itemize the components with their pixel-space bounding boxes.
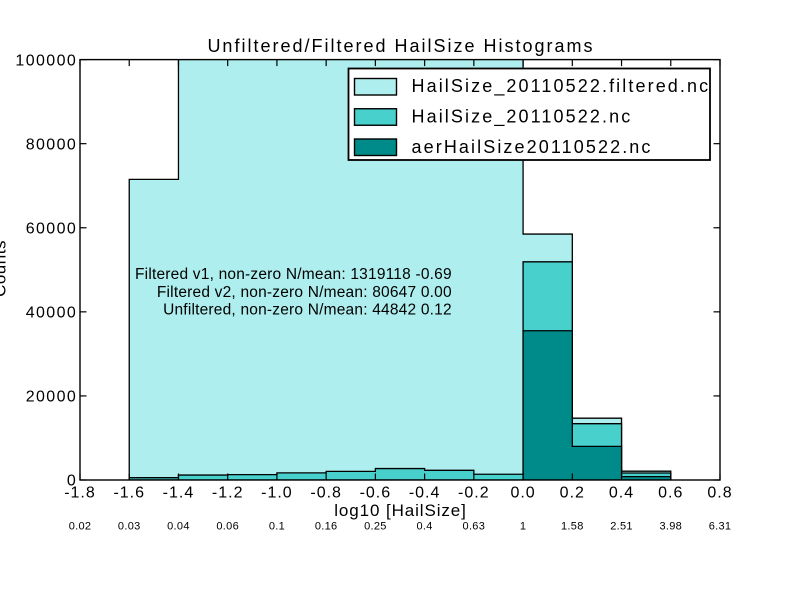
svg-text:0: 0 xyxy=(67,473,77,490)
svg-text:1: 1 xyxy=(520,521,526,533)
svg-text:-0.2: -0.2 xyxy=(458,485,490,502)
svg-text:aerHailSize20110522.nc: aerHailSize20110522.nc xyxy=(412,137,653,157)
svg-text:-1.4: -1.4 xyxy=(163,485,195,502)
svg-text:0.4: 0.4 xyxy=(609,485,634,502)
svg-text:0.16: 0.16 xyxy=(315,521,338,533)
svg-text:Unfiltered/Filtered HailSize H: Unfiltered/Filtered HailSize Histograms xyxy=(207,36,594,56)
svg-text:-0.6: -0.6 xyxy=(360,485,392,502)
svg-text:-1.8: -1.8 xyxy=(64,485,96,502)
svg-text:0.2: 0.2 xyxy=(560,485,585,502)
svg-text:0.0: 0.0 xyxy=(510,485,535,502)
svg-text:Filtered v2, non-zero N/mean:: Filtered v2, non-zero N/mean: 80647 0.00 xyxy=(157,284,452,301)
svg-text:0.04: 0.04 xyxy=(167,521,190,533)
svg-text:0.25: 0.25 xyxy=(364,521,387,533)
svg-text:HailSize_20110522.filtered.nc: HailSize_20110522.filtered.nc xyxy=(412,76,711,97)
svg-text:40000: 40000 xyxy=(26,304,78,321)
svg-text:0.03: 0.03 xyxy=(118,521,141,533)
svg-text:6.31: 6.31 xyxy=(709,521,732,533)
svg-text:Filtered v1, non-zero N/mean:: Filtered v1, non-zero N/mean: 1319118 -0… xyxy=(135,266,452,283)
svg-text:80000: 80000 xyxy=(26,136,78,153)
svg-text:Unfiltered, non-zero N/mean: 4: Unfiltered, non-zero N/mean: 44842 0.12 xyxy=(163,302,452,319)
svg-text:0.02: 0.02 xyxy=(69,521,92,533)
svg-text:3.98: 3.98 xyxy=(659,521,682,533)
svg-text:0.8: 0.8 xyxy=(707,485,732,502)
svg-text:0.6: 0.6 xyxy=(658,485,683,502)
svg-text:-1.0: -1.0 xyxy=(261,485,293,502)
svg-text:100000: 100000 xyxy=(15,53,77,70)
svg-text:0.4: 0.4 xyxy=(417,521,433,533)
svg-text:-1.2: -1.2 xyxy=(212,485,244,502)
svg-text:HailSize_20110522.nc: HailSize_20110522.nc xyxy=(412,106,633,127)
svg-text:-0.8: -0.8 xyxy=(310,485,342,502)
svg-text:1.58: 1.58 xyxy=(561,521,584,533)
svg-text:0.1: 0.1 xyxy=(269,521,285,533)
svg-text:Counts: Counts xyxy=(0,240,9,297)
svg-text:-1.6: -1.6 xyxy=(113,485,145,502)
svg-text:20000: 20000 xyxy=(26,389,78,406)
svg-text:0.06: 0.06 xyxy=(216,521,239,533)
svg-text:-0.4: -0.4 xyxy=(409,485,441,502)
svg-text:60000: 60000 xyxy=(26,220,78,237)
svg-text:2.51: 2.51 xyxy=(610,521,633,533)
svg-text:log10 [HailSize]: log10 [HailSize] xyxy=(334,501,467,520)
svg-text:0.63: 0.63 xyxy=(463,521,486,533)
